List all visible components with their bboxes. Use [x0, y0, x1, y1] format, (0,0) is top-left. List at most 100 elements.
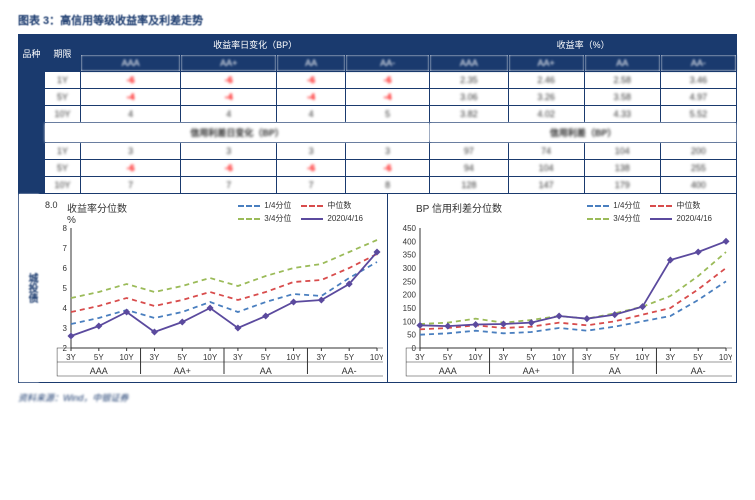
svg-text:5Y: 5Y	[261, 353, 271, 362]
svg-text:5Y: 5Y	[443, 353, 453, 362]
svg-text:AA-: AA-	[691, 366, 706, 376]
term-label: 10Y	[45, 106, 81, 123]
data-cell: 7	[181, 177, 277, 194]
data-cell: 3.26	[508, 89, 584, 106]
svg-text:2: 2	[63, 344, 68, 353]
data-cell: 200	[660, 143, 736, 160]
svg-text:AA-: AA-	[342, 366, 357, 376]
svg-text:AAA: AAA	[439, 366, 457, 376]
svg-text:6: 6	[63, 264, 68, 273]
column-header: AAA	[81, 55, 181, 72]
data-cell: 400	[660, 177, 736, 194]
data-cell: -6	[277, 72, 346, 89]
data-cell: -6	[181, 72, 277, 89]
corner-label-2: 期限	[45, 35, 81, 72]
data-cell: 94	[430, 160, 508, 177]
chart-title-2: BP 信用利差分位数	[416, 200, 502, 215]
data-cell: 3.58	[584, 89, 660, 106]
term-label: 5Y	[45, 89, 81, 106]
data-cell: -6	[81, 72, 181, 89]
legend-item: 3/4分位	[238, 213, 291, 225]
data-cell: 2.35	[430, 72, 508, 89]
data-cell: 255	[660, 160, 736, 177]
data-cell: 2.58	[584, 72, 660, 89]
svg-text:50: 50	[407, 331, 416, 340]
svg-text:3Y: 3Y	[233, 353, 243, 362]
svg-text:3Y: 3Y	[316, 353, 326, 362]
data-cell: 3	[181, 143, 277, 160]
svg-text:10Y: 10Y	[286, 353, 301, 362]
data-cell: 4.02	[508, 106, 584, 123]
column-header: AA	[277, 55, 346, 72]
svg-text:5Y: 5Y	[94, 353, 104, 362]
data-cell: 4	[277, 106, 346, 123]
svg-text:10Y: 10Y	[370, 353, 383, 362]
subheader: 信用利差日变化（BP）	[45, 123, 430, 143]
svg-text:0: 0	[412, 344, 417, 353]
yield-percentile-chart: 8.0 收益率分位数% 1/4分位中位数3/4分位2020/4/16 23456…	[39, 194, 387, 382]
svg-text:5Y: 5Y	[177, 353, 187, 362]
column-header: AA-	[345, 55, 430, 72]
data-cell: -6	[81, 160, 181, 177]
svg-text:3Y: 3Y	[582, 353, 592, 362]
data-cell: 138	[584, 160, 660, 177]
row-group-label	[19, 72, 45, 194]
svg-text:5: 5	[63, 284, 68, 293]
data-cell: 128	[430, 177, 508, 194]
svg-text:10Y: 10Y	[203, 353, 218, 362]
svg-text:AAA: AAA	[90, 366, 108, 376]
legend-item: 1/4分位	[587, 200, 640, 212]
term-label: 1Y	[45, 143, 81, 160]
svg-text:3Y: 3Y	[665, 353, 675, 362]
spread-percentile-chart: BP 信用利差分位数 1/4分位中位数3/4分位2020/4/16 050100…	[387, 194, 736, 382]
svg-text:3Y: 3Y	[66, 353, 76, 362]
svg-text:10Y: 10Y	[552, 353, 567, 362]
subheader: 信用利差（BP）	[430, 123, 737, 143]
svg-text:5Y: 5Y	[693, 353, 703, 362]
data-cell: 7	[81, 177, 181, 194]
data-cell: 7	[277, 177, 346, 194]
svg-text:200: 200	[403, 291, 417, 300]
svg-text:5Y: 5Y	[344, 353, 354, 362]
legend-item: 中位数	[301, 200, 351, 212]
svg-text:10Y: 10Y	[719, 353, 732, 362]
data-cell: 179	[584, 177, 660, 194]
data-cell: 5	[345, 106, 430, 123]
svg-text:3Y: 3Y	[150, 353, 160, 362]
data-cell: 2.46	[508, 72, 584, 89]
svg-text:400: 400	[403, 237, 417, 246]
svg-text:10Y: 10Y	[120, 353, 135, 362]
data-cell: 4.33	[584, 106, 660, 123]
term-label: 1Y	[45, 72, 81, 89]
svg-text:3: 3	[63, 324, 68, 333]
data-cell: 4.97	[660, 89, 736, 106]
svg-text:3Y: 3Y	[415, 353, 425, 362]
svg-text:350: 350	[403, 251, 417, 260]
column-header: AA+	[508, 55, 584, 72]
data-cell: -4	[345, 89, 430, 106]
svg-text:10Y: 10Y	[635, 353, 650, 362]
side-label: 城投债	[19, 194, 39, 382]
column-header: AA	[584, 55, 660, 72]
data-cell: -4	[81, 89, 181, 106]
data-cell: 4	[81, 106, 181, 123]
svg-text:AA: AA	[609, 366, 621, 376]
svg-text:5Y: 5Y	[610, 353, 620, 362]
data-cell: 8	[345, 177, 430, 194]
column-header: AA-	[660, 55, 736, 72]
svg-text:5Y: 5Y	[526, 353, 536, 362]
svg-text:100: 100	[403, 317, 417, 326]
svg-text:250: 250	[403, 277, 417, 286]
svg-text:10Y: 10Y	[469, 353, 484, 362]
data-cell: 74	[508, 143, 584, 160]
data-cell: 5.52	[660, 106, 736, 123]
term-label: 5Y	[45, 160, 81, 177]
legend-item: 1/4分位	[238, 200, 291, 212]
legend-1: 1/4分位中位数3/4分位2020/4/16	[238, 200, 373, 226]
data-cell: 4	[181, 106, 277, 123]
data-cell: 3.06	[430, 89, 508, 106]
figure-title: 图表 3：高信用等级收益率及利差走势	[18, 12, 737, 28]
data-cell: -6	[345, 72, 430, 89]
svg-text:3Y: 3Y	[499, 353, 509, 362]
data-cell: 147	[508, 177, 584, 194]
